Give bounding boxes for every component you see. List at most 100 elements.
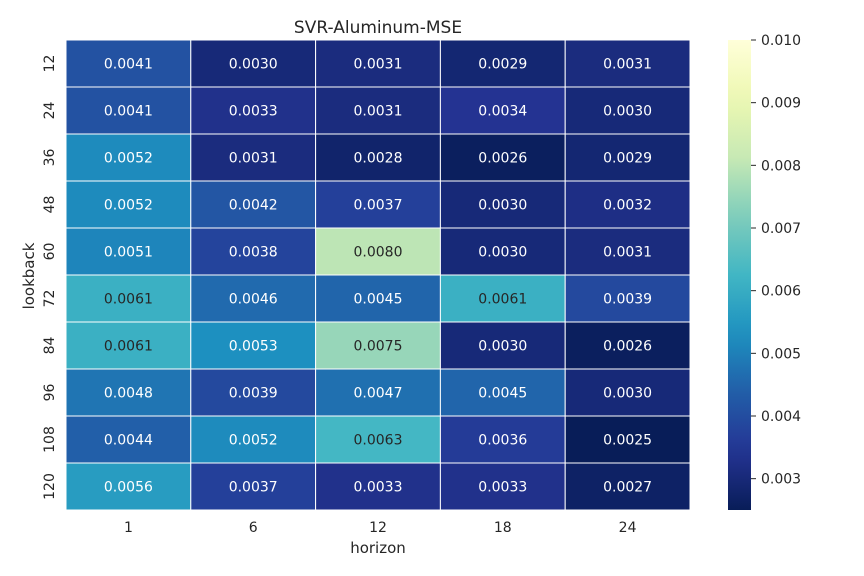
cell-value-label: 0.0031 — [229, 151, 278, 167]
colorbar-tick-label: 0.004 — [761, 409, 801, 425]
heatmap-cell — [315, 39, 441, 88]
cell-value-label: 0.0061 — [104, 292, 153, 308]
heatmap-cell — [315, 227, 441, 276]
x-tick-label: 12 — [369, 520, 387, 536]
cell-value-label: 0.0061 — [104, 339, 153, 355]
heatmap-cell — [315, 180, 441, 229]
heatmap-cell — [439, 133, 566, 182]
heatmap-cell — [564, 462, 691, 511]
cell-value-label: 0.0045 — [354, 292, 403, 308]
cell-value-label: 0.0031 — [354, 104, 403, 120]
heatmap-cell — [190, 227, 317, 276]
y-tick-label: 48 — [42, 196, 58, 214]
cell-value-label: 0.0030 — [478, 339, 527, 355]
cell-value-label: 0.0029 — [478, 57, 527, 73]
heatmap-cell — [564, 180, 691, 229]
cell-value-label: 0.0061 — [478, 292, 527, 308]
cell-value-label: 0.0030 — [603, 104, 652, 120]
cell-value-label: 0.0056 — [104, 480, 153, 496]
cell-value-label: 0.0053 — [229, 339, 278, 355]
heatmap-cell — [190, 133, 317, 182]
heatmap-cell — [315, 415, 441, 464]
cell-value-label: 0.0052 — [229, 433, 278, 449]
y-tick-label: 84 — [42, 337, 58, 355]
cell-value-label: 0.0047 — [354, 386, 403, 402]
y-tick-label: 60 — [42, 243, 58, 261]
heatmap-cell — [564, 274, 691, 323]
cell-value-label: 0.0051 — [104, 245, 153, 261]
x-axis-label: horizon — [350, 539, 406, 557]
cell-value-label: 0.0030 — [229, 57, 278, 73]
colorbar-gradient — [728, 40, 751, 510]
heatmap-cell — [190, 462, 317, 511]
cell-value-label: 0.0052 — [104, 198, 153, 214]
cell-value-label: 0.0044 — [104, 433, 153, 449]
heatmap-cell — [190, 274, 317, 323]
y-axis-label: lookback — [20, 242, 38, 309]
heatmap-cell — [190, 39, 317, 88]
y-tick-label: 120 — [42, 473, 58, 500]
colorbar-tick-label: 0.006 — [761, 284, 801, 300]
y-tick-label: 108 — [42, 426, 58, 453]
cell-value-label: 0.0080 — [354, 245, 403, 261]
x-tick-label: 24 — [619, 520, 637, 536]
heatmap-cell — [315, 274, 441, 323]
cell-value-label: 0.0030 — [478, 198, 527, 214]
cell-value-label: 0.0033 — [354, 480, 403, 496]
cell-value-label: 0.0042 — [229, 198, 278, 214]
cell-value-label: 0.0033 — [478, 480, 527, 496]
heatmap-cell — [564, 227, 691, 276]
heatmap-cell — [65, 39, 192, 88]
heatmap-cells: 0.0041 0.0030 0.0031 0.0029 0.0031 0.0041 0.00… — [65, 39, 691, 511]
heatmap-cell — [65, 86, 192, 135]
y-tick-label: 24 — [42, 102, 58, 120]
cell-value-label: 0.0027 — [603, 480, 652, 496]
colorbar-tick-label: 0.003 — [761, 472, 801, 488]
cell-value-label: 0.0026 — [603, 339, 652, 355]
x-tick-label: 18 — [494, 520, 512, 536]
heatmap-cell — [564, 415, 691, 464]
cell-value-label: 0.0032 — [603, 198, 652, 214]
cell-value-label: 0.0031 — [354, 57, 403, 73]
x-tick-label: 1 — [124, 520, 133, 536]
heatmap-cell — [439, 274, 566, 323]
cell-value-label: 0.0033 — [229, 104, 278, 120]
cell-value-label: 0.0025 — [603, 433, 652, 449]
cell-value-label: 0.0031 — [603, 245, 652, 261]
cell-value-label: 0.0026 — [478, 151, 527, 167]
heatmap-cell — [65, 227, 192, 276]
colorbar-tick-label: 0.009 — [761, 96, 801, 112]
heatmap-cell — [439, 39, 566, 88]
cell-value-label: 0.0052 — [104, 151, 153, 167]
heatmap-cell — [564, 368, 691, 417]
y-tick-label: 96 — [42, 384, 58, 402]
cell-value-label: 0.0039 — [603, 292, 652, 308]
heatmap-cell — [439, 368, 566, 417]
heatmap-cell — [564, 86, 691, 135]
y-tick-label: 36 — [42, 149, 58, 167]
cell-value-label: 0.0036 — [478, 433, 527, 449]
cell-value-label: 0.0028 — [354, 151, 403, 167]
chart-title: SVR-Aluminum-MSE — [294, 18, 462, 38]
heatmap-cell — [315, 86, 441, 135]
y-axis-ticks: 12 24 36 48 60 72 84 96 108 120 — [42, 55, 58, 500]
cell-value-label: 0.0037 — [354, 198, 403, 214]
heatmap-cell — [439, 462, 566, 511]
heatmap-cell — [439, 180, 566, 229]
cell-value-label: 0.0037 — [229, 480, 278, 496]
heatmap-cell — [315, 462, 441, 511]
y-tick-label: 72 — [42, 290, 58, 308]
cell-value-label: 0.0034 — [478, 104, 527, 120]
cell-value-label: 0.0029 — [603, 151, 652, 167]
heatmap-cell — [65, 462, 192, 511]
colorbar-tick-label: 0.005 — [761, 346, 801, 362]
colorbar-tick-label: 0.010 — [761, 33, 801, 49]
heatmap-cell — [65, 368, 192, 417]
colorbar-tick-label: 0.007 — [761, 221, 801, 237]
y-tick-label: 12 — [42, 55, 58, 73]
cell-value-label: 0.0046 — [229, 292, 278, 308]
heatmap-cell — [65, 180, 192, 229]
cell-value-label: 0.0045 — [478, 386, 527, 402]
cell-value-label: 0.0048 — [104, 386, 153, 402]
